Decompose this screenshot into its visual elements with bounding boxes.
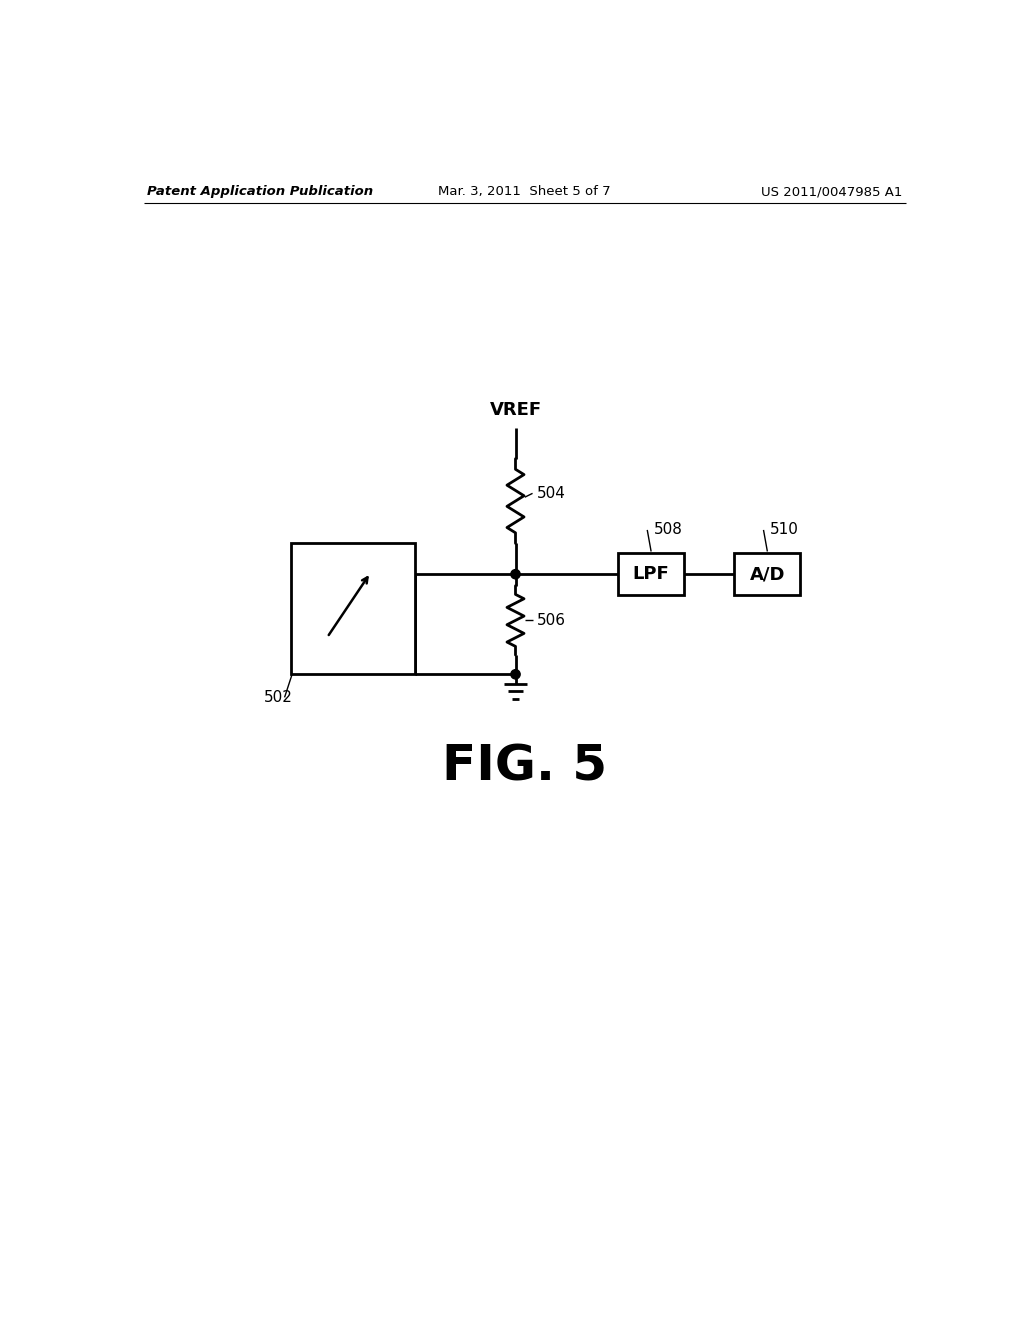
Text: A/D: A/D bbox=[750, 565, 785, 583]
Circle shape bbox=[511, 570, 520, 579]
Bar bbox=[734, 553, 801, 595]
Text: 504: 504 bbox=[537, 486, 565, 500]
Text: 502: 502 bbox=[263, 690, 293, 705]
Bar bbox=[291, 544, 415, 675]
Text: Patent Application Publication: Patent Application Publication bbox=[147, 185, 374, 198]
Text: LPF: LPF bbox=[633, 565, 670, 583]
Text: VREF: VREF bbox=[489, 401, 542, 418]
Text: 508: 508 bbox=[653, 523, 682, 537]
Text: 506: 506 bbox=[537, 612, 565, 628]
Text: FIG. 5: FIG. 5 bbox=[442, 743, 607, 791]
Circle shape bbox=[511, 669, 520, 678]
Text: US 2011/0047985 A1: US 2011/0047985 A1 bbox=[761, 185, 902, 198]
Text: Mar. 3, 2011  Sheet 5 of 7: Mar. 3, 2011 Sheet 5 of 7 bbox=[438, 185, 611, 198]
Text: 510: 510 bbox=[770, 523, 799, 537]
Bar bbox=[618, 553, 684, 595]
